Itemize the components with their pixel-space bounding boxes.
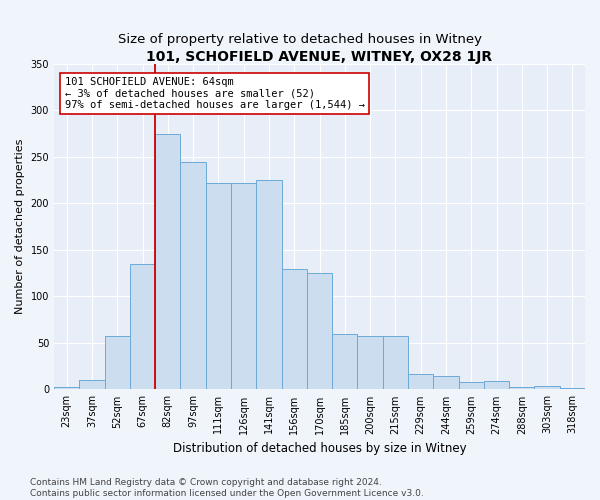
- Bar: [130, 264, 155, 390]
- Bar: [206, 183, 231, 390]
- Bar: [79, 380, 104, 390]
- Bar: [433, 376, 458, 390]
- Text: Contains HM Land Registry data © Crown copyright and database right 2024.
Contai: Contains HM Land Registry data © Crown c…: [30, 478, 424, 498]
- Bar: [332, 334, 358, 390]
- X-axis label: Distribution of detached houses by size in Witney: Distribution of detached houses by size …: [173, 442, 466, 455]
- Bar: [256, 180, 281, 390]
- Bar: [535, 386, 560, 390]
- Bar: [54, 386, 79, 390]
- Bar: [281, 268, 307, 390]
- Bar: [358, 336, 383, 390]
- Bar: [383, 336, 408, 390]
- Bar: [104, 336, 130, 390]
- Bar: [484, 381, 509, 390]
- Bar: [155, 134, 181, 390]
- Bar: [231, 183, 256, 390]
- Bar: [560, 388, 585, 390]
- Bar: [181, 162, 206, 390]
- Text: Size of property relative to detached houses in Witney: Size of property relative to detached ho…: [118, 32, 482, 46]
- Bar: [307, 273, 332, 390]
- Y-axis label: Number of detached properties: Number of detached properties: [15, 139, 25, 314]
- Text: 101 SCHOFIELD AVENUE: 64sqm
← 3% of detached houses are smaller (52)
97% of semi: 101 SCHOFIELD AVENUE: 64sqm ← 3% of deta…: [65, 77, 365, 110]
- Bar: [408, 374, 433, 390]
- Bar: [509, 386, 535, 390]
- Title: 101, SCHOFIELD AVENUE, WITNEY, OX28 1JR: 101, SCHOFIELD AVENUE, WITNEY, OX28 1JR: [146, 50, 493, 64]
- Bar: [458, 382, 484, 390]
